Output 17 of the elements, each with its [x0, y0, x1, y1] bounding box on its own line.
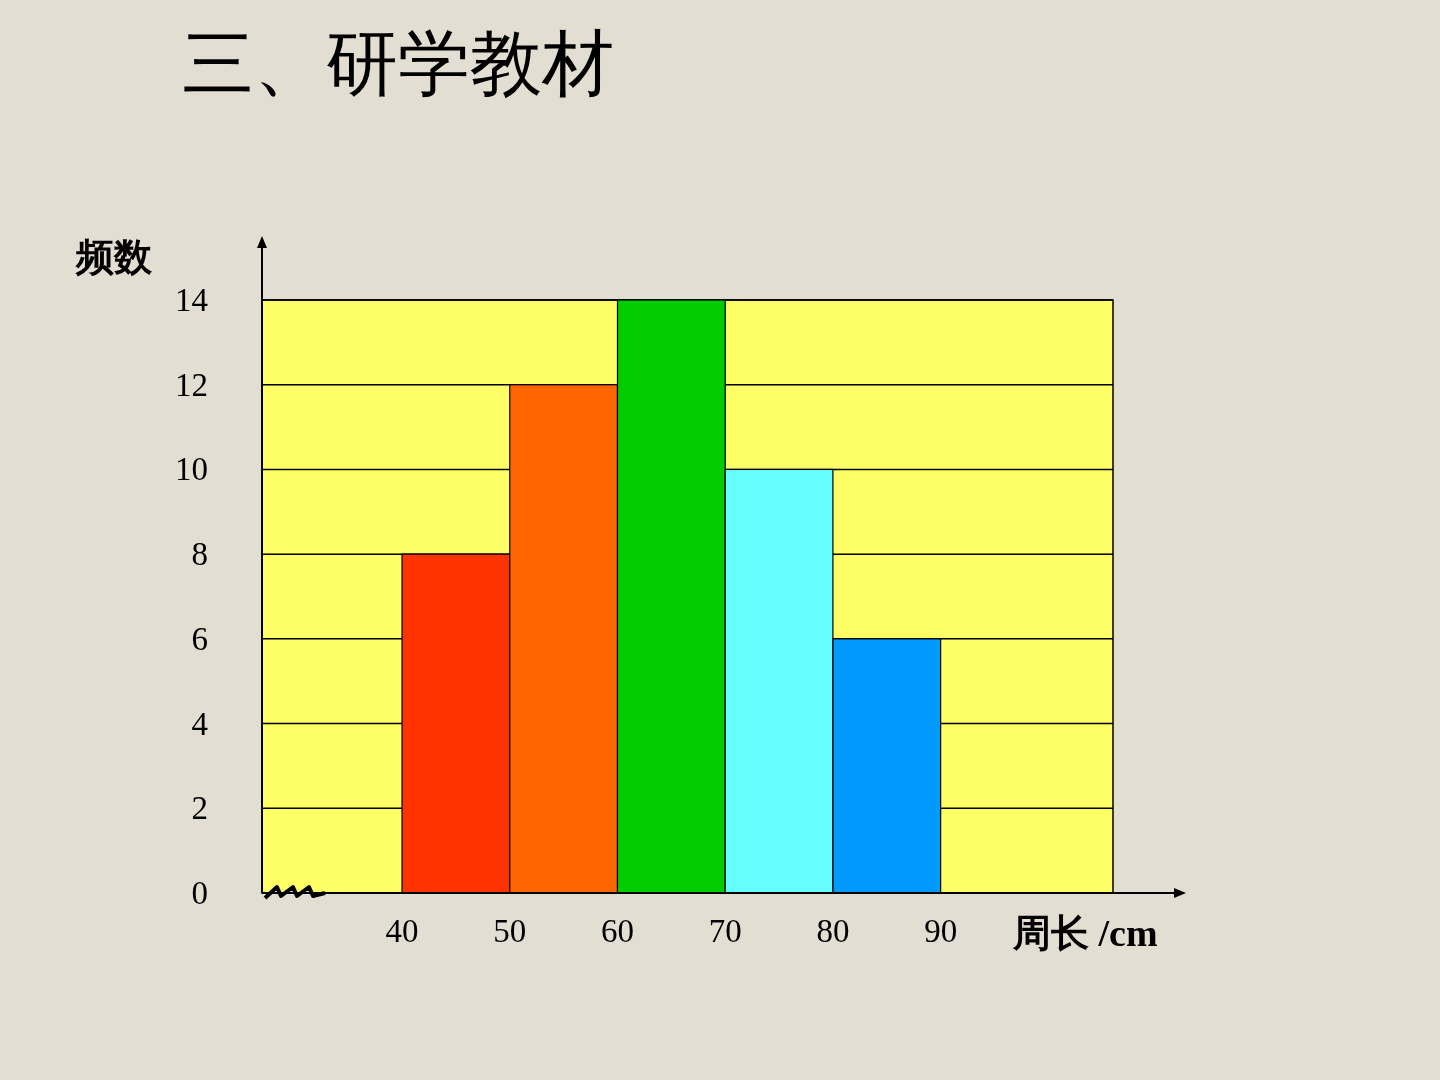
x-tick-label: 70 — [708, 913, 742, 949]
y-tick-label: 10 — [175, 451, 208, 488]
x-axis-title: 周长 /cm — [1012, 912, 1158, 954]
y-tick-label: 12 — [175, 366, 208, 403]
x-tick-label: 50 — [493, 913, 527, 949]
y-tick-label: 14 — [175, 282, 208, 318]
x-tick-label: 90 — [924, 913, 958, 949]
x-tick-label: 80 — [816, 913, 850, 949]
x-tick-label: 60 — [600, 913, 634, 949]
chart-title: 三、研学教材 — [182, 21, 614, 105]
y-tick-label: 6 — [191, 620, 208, 657]
y-tick-label: 0 — [191, 875, 208, 911]
y-tick-label: 4 — [191, 705, 208, 742]
y-tick-label: 8 — [191, 536, 208, 573]
y-axis-title: 频数 — [75, 236, 153, 278]
y-tick-label: 2 — [191, 790, 208, 827]
x-tick-label: 40 — [385, 913, 419, 949]
